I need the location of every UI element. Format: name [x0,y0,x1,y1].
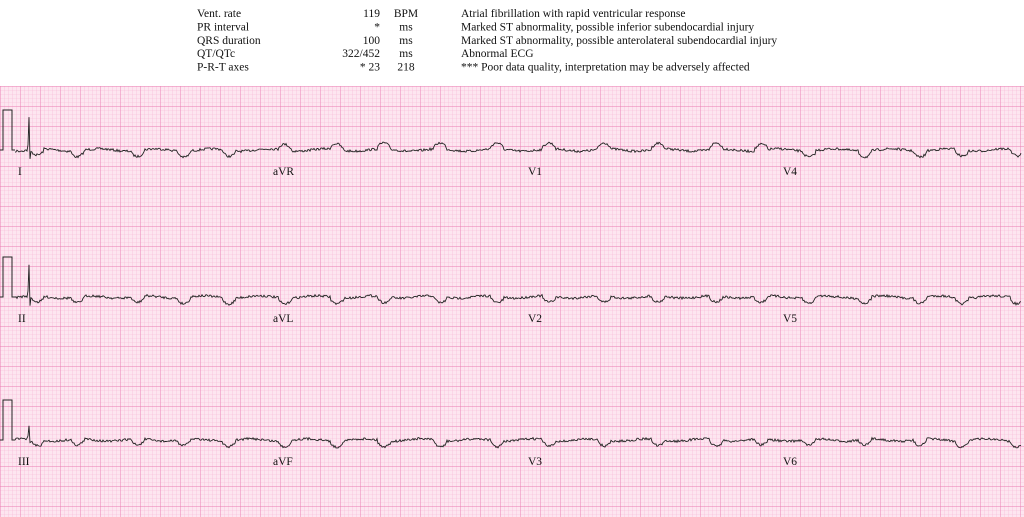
measure-unit: ms [399,21,413,33]
lead-label: V3 [528,456,542,468]
lead-label: aVF [273,456,293,468]
lead-label: V6 [783,456,797,468]
measure-value: * 23 [360,62,380,74]
measure-label: QT/QTc [197,48,235,60]
measure-value: 100 [363,35,381,47]
traces [0,109,1022,449]
measure-value: 322/452 [342,48,380,60]
measure-unit: 218 [397,62,415,74]
header-bg [0,0,1024,86]
calibration-pulse [0,399,15,441]
interpretation-line: Marked ST abnormality, possible anterola… [461,35,777,47]
lead-label: V2 [528,313,542,325]
lead-label: V5 [783,313,797,325]
measure-label: Vent. rate [197,8,241,20]
lead-label: aVL [273,313,293,325]
measure-unit: ms [399,48,413,60]
measure-label: QRS duration [197,35,261,47]
lead-label: aVR [273,166,294,178]
ecg-trace [14,264,1022,306]
calibration-pulse [0,109,15,151]
interpretation-line: Marked ST abnormality, possible inferior… [461,21,754,33]
ecg-trace [14,425,1022,449]
measure-label: PR interval [197,21,249,33]
ecg-trace [14,117,1022,159]
interpretation-line: Abnormal ECG [461,48,534,60]
measure-unit: ms [399,35,413,47]
measure-value: * [374,21,380,33]
measure-unit: BPM [394,8,418,20]
grid [0,86,1024,517]
calibration-pulse [0,256,15,298]
measure-value: 119 [363,8,380,20]
header: Vent. rate 119 BPM PR interval * ms QRS durati… [197,8,777,74]
lead-label: I [18,166,22,178]
interpretation-line: *** Poor data quality, interpretation ma… [461,62,750,74]
lead-label: II [18,313,26,325]
lead-label: V1 [528,166,542,178]
measure-label: P-R-T axes [197,62,249,74]
lead-label: V4 [783,166,797,178]
lead-label: III [18,456,30,468]
interpretation-line: Atrial fibrillation with rapid ventricul… [461,8,686,20]
